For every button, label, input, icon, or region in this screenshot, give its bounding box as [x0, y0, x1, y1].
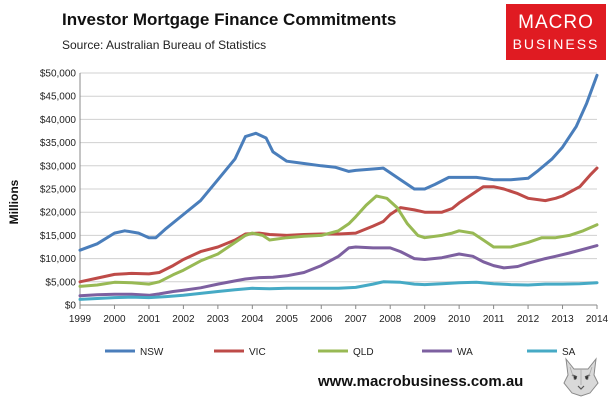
x-tick-label: 2014 [586, 314, 609, 325]
y-tick-label: $10,000 [40, 254, 77, 265]
x-tick-label: 2002 [172, 314, 195, 325]
legend-label-qld: QLD [353, 347, 374, 358]
x-tick-label: 2008 [379, 314, 402, 325]
y-axis-label: Millions [7, 179, 21, 224]
y-tick-label: $0 [65, 301, 77, 312]
chart-title: Investor Mortgage Finance Commitments [62, 10, 397, 29]
legend: NSW VIC QLD WA SA [105, 347, 576, 358]
x-tick-label: 2009 [414, 314, 437, 325]
y-tick-labels: $0 $5,000 $10,000 $15,000 $20,000 $25,000 $30,… [40, 69, 77, 312]
x-tick-label: 2010 [448, 314, 471, 325]
axes [79, 73, 598, 309]
x-tick-label: 2006 [310, 314, 333, 325]
x-tick-label: 2007 [345, 314, 368, 325]
legend-label-sa: SA [562, 347, 576, 358]
legend-label-wa: WA [457, 347, 473, 358]
x-tick-label: 2013 [551, 314, 574, 325]
x-tick-label: 2005 [276, 314, 299, 325]
legend-label-vic: VIC [249, 347, 266, 358]
series-line-nsw [78, 73, 599, 252]
x-tick-label: 2004 [241, 314, 264, 325]
x-tick-label: 2003 [207, 314, 230, 325]
x-tick-label: 1999 [69, 314, 92, 325]
y-tick-label: $5,000 [45, 277, 76, 288]
logo-line1: MACRO [518, 12, 594, 33]
x-tick-label: 2000 [103, 314, 126, 325]
series-lines [78, 73, 599, 301]
legend-label-nsw: NSW [140, 347, 164, 358]
series-line-vic [78, 166, 599, 284]
series-line-wa [78, 244, 599, 298]
footer-url: www.macrobusiness.com.au [318, 373, 524, 390]
y-tick-label: $45,000 [40, 92, 77, 103]
x-tick-label: 2001 [138, 314, 161, 325]
y-tick-label: $50,000 [40, 69, 77, 80]
series-line-sa [78, 280, 599, 301]
wolf-icon [563, 357, 599, 397]
x-tick-labels: 1999 2000 2001 2002 2003 2004 2005 2006 2007 2008… [69, 314, 609, 325]
y-tick-label: $35,000 [40, 138, 77, 149]
series-line-qld [78, 194, 599, 288]
gridlines [80, 72, 597, 283]
x-tick-label: 2012 [517, 314, 540, 325]
chart-source: Source: Australian Bureau of Statistics [62, 38, 267, 52]
macrobusiness-logo: MACRO BUSINESS [506, 4, 606, 60]
y-tick-label: $40,000 [40, 115, 77, 126]
logo-line2: BUSINESS [512, 36, 600, 52]
y-tick-label: $20,000 [40, 208, 77, 219]
y-tick-label: $25,000 [40, 185, 77, 196]
x-tick-label: 2011 [483, 314, 505, 325]
y-tick-label: $15,000 [40, 231, 77, 242]
y-tick-label: $30,000 [40, 161, 77, 172]
